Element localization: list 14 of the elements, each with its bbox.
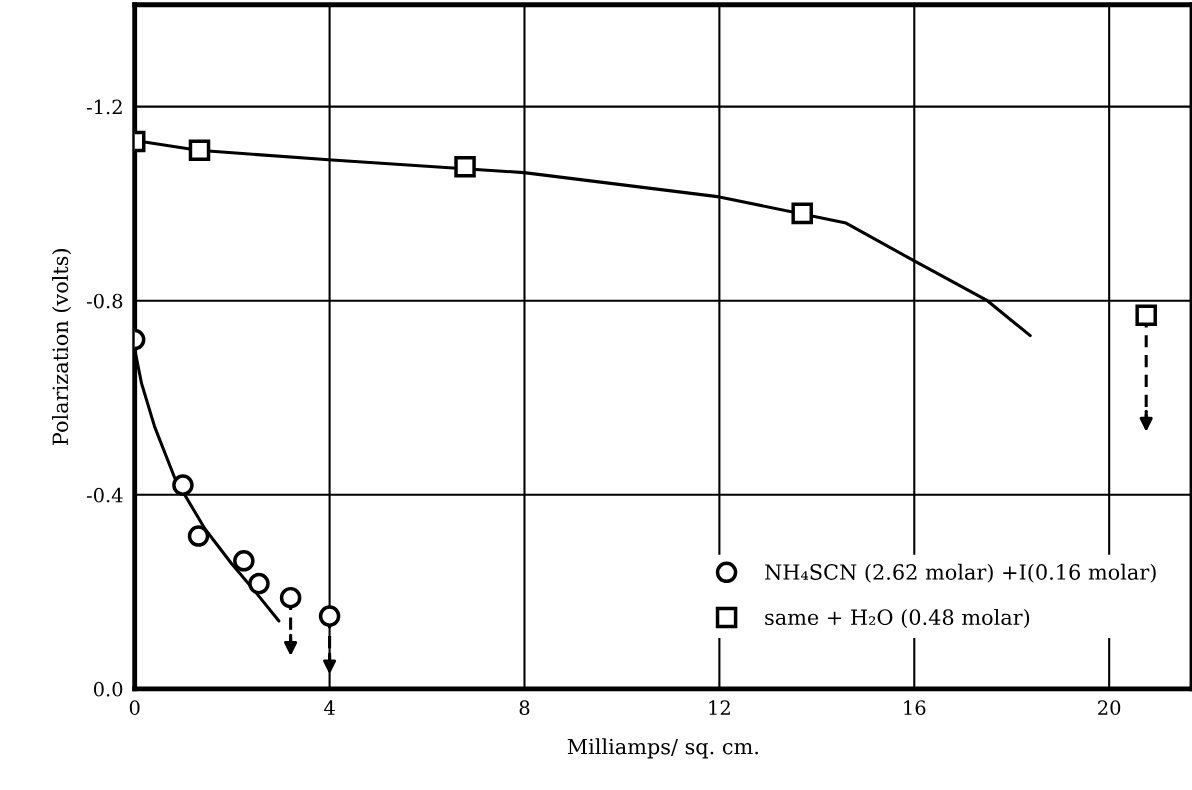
y-axis-title: Polarization (volts) <box>52 249 72 446</box>
legend-label: NH₄SCN (2.62 molar) +I(0.16 molar) <box>765 563 1156 583</box>
y-tick-label: 0.0 <box>93 681 123 697</box>
x-tick-label: 20 <box>1098 700 1121 716</box>
x-tick-label: 4 <box>324 700 335 715</box>
x-tick-label: 0 <box>129 700 140 716</box>
x-axis-title: Milliamps/ sq. cm. <box>567 738 758 759</box>
x-tick-label: 16 <box>904 700 926 716</box>
legend-label: same + H₂O (0.48 molar) <box>765 608 1030 628</box>
x-tick-label: 12 <box>709 700 730 715</box>
x-tick-label: 8 <box>519 700 530 716</box>
y-tick-label: -1.2 <box>86 99 122 115</box>
y-tick-label: -0.4 <box>86 487 123 503</box>
y-tick-label: -0.8 <box>86 293 123 309</box>
